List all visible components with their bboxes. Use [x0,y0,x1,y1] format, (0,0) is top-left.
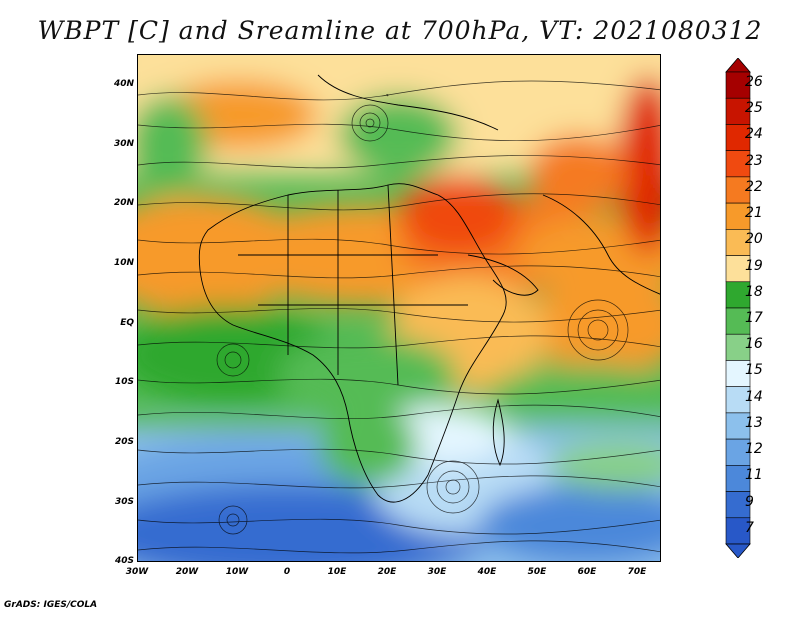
streamlines [138,80,660,554]
lat-label-30s: 30S [114,497,134,507]
colorbar-level-label: 15 [745,362,763,379]
colorbar-level-label: 14 [745,388,763,405]
colorbar-level-label: 20 [745,231,763,248]
lon-label-50e: 50E [527,567,547,577]
map-title: WBPT [C] and Sreamline at 700hPa, VT: 20… [37,16,763,45]
lon-label-70e: 70E [627,567,647,577]
colorbar-bottom-arrow [725,543,751,558]
lon-label-20e: 20E [377,567,397,577]
coastlines [198,74,660,503]
colorbar-top-arrow [725,58,751,73]
lat-label-20s: 20S [114,437,134,447]
colorbar-level-label: 19 [745,257,763,274]
colorbar-swatch [725,150,751,178]
colorbar [725,58,751,558]
lat-label-eq: EQ [120,318,134,328]
colorbar-level-label: 23 [745,152,763,169]
lon-label-0: 0 [283,567,291,577]
lon-label-30w: 30W [125,567,149,577]
colorbar-level-label: 13 [745,414,763,431]
colorbar-swatch [725,281,751,309]
lat-label-40n: 40N [113,79,134,89]
lon-label-40e: 40E [477,567,497,577]
lon-label-60e: 60E [577,567,597,577]
colorbar-level-label: 26 [745,74,763,90]
map-panel [137,54,661,562]
colorbar-swatch [725,517,751,545]
wbpt-streamline-map [138,55,660,561]
lat-label-40s: 40S [114,556,134,566]
colorbar-level-label: 16 [745,336,763,353]
colorbar-swatch [725,124,751,151]
lat-label-20n: 20N [113,198,134,208]
colorbar-level-label: 22 [745,178,763,195]
colorbar-level-label: 25 [745,100,763,117]
lat-label-10n: 10N [113,258,134,268]
colorbar-level-label: 24 [745,126,763,143]
colorbar-swatch [725,438,751,466]
colorbar-level-label: 11 [745,467,763,484]
colorbar-swatch [725,202,751,230]
colorbar-level-label: 9 [745,493,754,510]
colorbar-level-label: 18 [745,283,763,300]
lat-label-30n: 30N [113,139,134,149]
lat-label-10s: 10S [114,377,134,387]
colorbar-swatch [725,491,751,519]
colorbar-level-label: 17 [745,310,763,326]
colorbar-swatch [725,97,751,125]
colorbar-level-label: 12 [745,441,763,458]
lon-label-30e: 30E [427,567,447,577]
colorbar-swatch [725,333,751,361]
colorbar-swatch [725,176,751,204]
grads-credit: GrADS: IGES/COLA [4,600,98,610]
lon-label-20w: 20W [175,567,199,577]
colorbar-swatch [725,307,751,335]
colorbar-swatch [725,71,751,99]
colorbar-level-label: 7 [745,519,754,536]
colorbar-level-label: 21 [745,205,763,222]
lon-label-10e: 10E [327,567,347,577]
lon-label-10w: 10W [225,567,249,577]
